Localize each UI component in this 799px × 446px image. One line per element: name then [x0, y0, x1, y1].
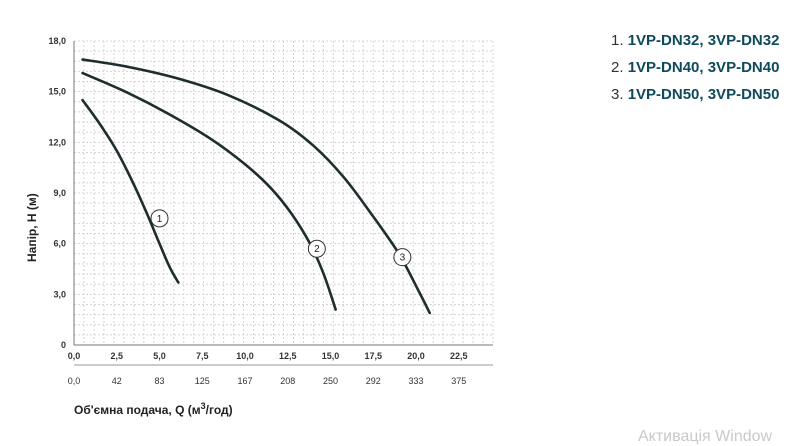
legend-item-number: 2.	[611, 59, 624, 76]
x-tick-label-secondary: 83	[155, 376, 165, 386]
chart-curve-markers: 1 2 3	[150, 209, 412, 267]
x-tick-label: 17,5	[365, 351, 383, 361]
chart-axes	[73, 41, 493, 366]
curve-marker-label: 1	[157, 214, 163, 225]
y-tick-label: 6,0	[53, 239, 66, 249]
x-tick-label-secondary: 0,0	[68, 376, 81, 386]
chart-series	[81, 58, 432, 315]
legend-item: 2. 1VP-DN40, 3VP-DN40	[611, 54, 779, 81]
x-tick-label-secondary: 333	[409, 376, 424, 386]
x-tick-label: 15,0	[322, 351, 340, 361]
legend-item: 3. 1VP-DN50, 3VP-DN50	[611, 81, 779, 108]
curve-marker-label: 3	[400, 253, 406, 264]
x-tick-label: 10,0	[236, 351, 254, 361]
series-line-1	[81, 98, 180, 284]
y-tick-label: 12,0	[48, 137, 66, 147]
series-line-2	[81, 71, 337, 311]
x-tick-label-secondary: 292	[366, 376, 381, 386]
legend-item-label: 1VP-DN32, 3VP-DN32	[627, 32, 780, 49]
curve-marker-circle	[393, 248, 412, 267]
chart-tick-labels: 0,0 2,5 5,0 7,5 10,0 12,5 15,0 17,5 20,0 22,5 0,0 4…	[48, 36, 467, 386]
x-tick-label-secondary: 42	[112, 376, 122, 386]
x-tick-label-secondary: 208	[280, 376, 295, 386]
x-axis-title-main: Об'ємна подача, Q (м	[74, 403, 201, 417]
y-tick-label: 15,0	[48, 87, 66, 97]
x-tick-label: 7,5	[196, 351, 209, 361]
legend-item: 1. 1VP-DN32, 3VP-DN32	[611, 27, 779, 54]
y-tick-label: 18,0	[48, 36, 66, 46]
y-tick-label: 0	[61, 340, 66, 350]
x-tick-label: 5,0	[153, 351, 166, 361]
legend-item-label: 1VP-DN40, 3VP-DN40	[627, 59, 780, 76]
x-tick-label: 20,0	[407, 351, 425, 361]
chart-grid	[73, 40, 494, 346]
x-tick-label-secondary: 250	[323, 376, 338, 386]
y-tick-label: 3,0	[53, 289, 66, 299]
x-tick-label-secondary: 375	[451, 376, 466, 386]
y-tick-label: 9,0	[53, 188, 66, 198]
x-tick-label: 0,0	[68, 351, 81, 361]
x-tick-label: 12,5	[279, 351, 297, 361]
chart-legend: 1. 1VP-DN32, 3VP-DN32 2. 1VP-DN40, 3VP-D…	[611, 27, 779, 108]
y-axis-title: Напір, Н (м)	[25, 193, 39, 262]
x-axis-title-sup: 3	[201, 401, 206, 411]
x-tick-label-secondary: 125	[195, 376, 210, 386]
curve-marker-label: 2	[314, 244, 320, 255]
windows-activation-watermark: Активація Window	[638, 428, 773, 445]
curve-marker-3: 3	[393, 248, 412, 267]
legend-item-label: 1VP-DN50, 3VP-DN50	[627, 86, 780, 103]
curve-marker-1: 1	[150, 209, 169, 228]
x-tick-label: 22,5	[450, 351, 468, 361]
x-axis-title: Об'ємна подача, Q (м3/год)	[74, 401, 233, 417]
x-tick-label: 2,5	[110, 351, 123, 361]
curve-marker-circle	[307, 239, 326, 258]
curve-marker-circle	[150, 209, 169, 228]
legend-item-number: 3.	[611, 86, 624, 103]
x-axis-title-tail: /год)	[206, 403, 233, 417]
x-tick-label-secondary: 167	[238, 376, 253, 386]
legend-item-number: 1.	[611, 32, 624, 49]
curve-marker-2: 2	[307, 239, 326, 258]
